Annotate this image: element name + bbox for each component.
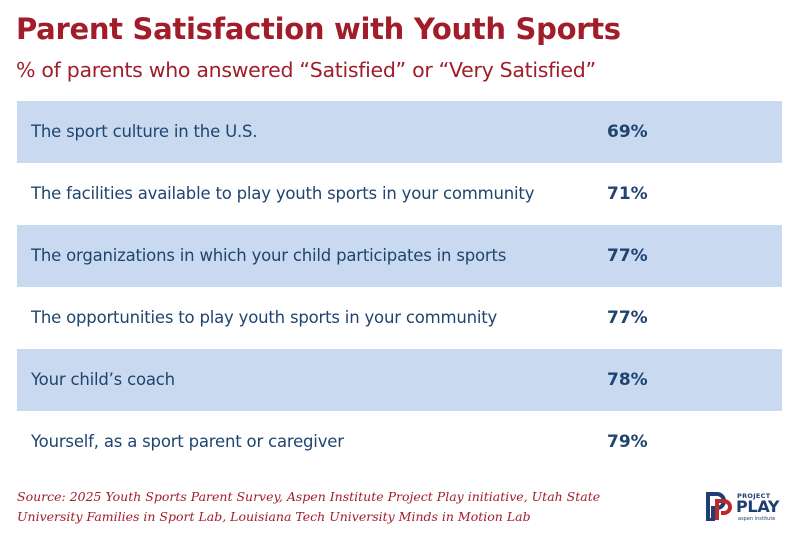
source-line-1: Source: 2025 Youth Sports Parent Survey,… — [17, 489, 601, 504]
logo-text-big: PLAY — [736, 497, 780, 516]
source-line-2: University Families in Sport Lab, Louisi… — [17, 509, 531, 524]
row-label: The opportunities to play youth sports i… — [31, 308, 498, 327]
table-row: The sport culture in the U.S. 69% — [17, 101, 782, 163]
table-row: The facilities available to play youth s… — [17, 163, 782, 225]
project-play-logo: PROJECT PLAY aspen institute — [705, 489, 789, 525]
table-row: Your child’s coach 78% — [17, 349, 782, 411]
logo-tagline: aspen institute — [738, 516, 776, 522]
source-note: Source: 2025 Youth Sports Parent Survey,… — [17, 487, 617, 527]
row-value: 71% — [607, 184, 648, 204]
row-label: The sport culture in the U.S. — [31, 122, 258, 141]
satisfaction-table: The sport culture in the U.S. 69% The faci… — [17, 101, 782, 473]
table-row: The organizations in which your child pa… — [17, 225, 782, 287]
row-label: The organizations in which your child pa… — [31, 246, 507, 265]
logo-text-small: PROJECT — [737, 492, 771, 500]
row-label: The facilities available to play youth s… — [31, 184, 535, 203]
row-value: 78% — [607, 370, 648, 390]
project-play-logo-mark-icon — [706, 492, 732, 521]
table-row: The opportunities to play youth sports i… — [17, 287, 782, 349]
row-value: 79% — [607, 432, 648, 452]
row-value: 77% — [607, 308, 648, 328]
row-value: 69% — [607, 122, 648, 142]
table-row: Yourself, as a sport parent or caregiver… — [17, 411, 782, 473]
chart-title: Parent Satisfaction with Youth Sports — [16, 12, 621, 46]
row-label: Your child’s coach — [31, 370, 175, 389]
chart-subtitle: % of parents who answered “Satisfied” or… — [16, 58, 596, 82]
row-label: Yourself, as a sport parent or caregiver — [31, 432, 344, 451]
row-value: 77% — [607, 246, 648, 266]
